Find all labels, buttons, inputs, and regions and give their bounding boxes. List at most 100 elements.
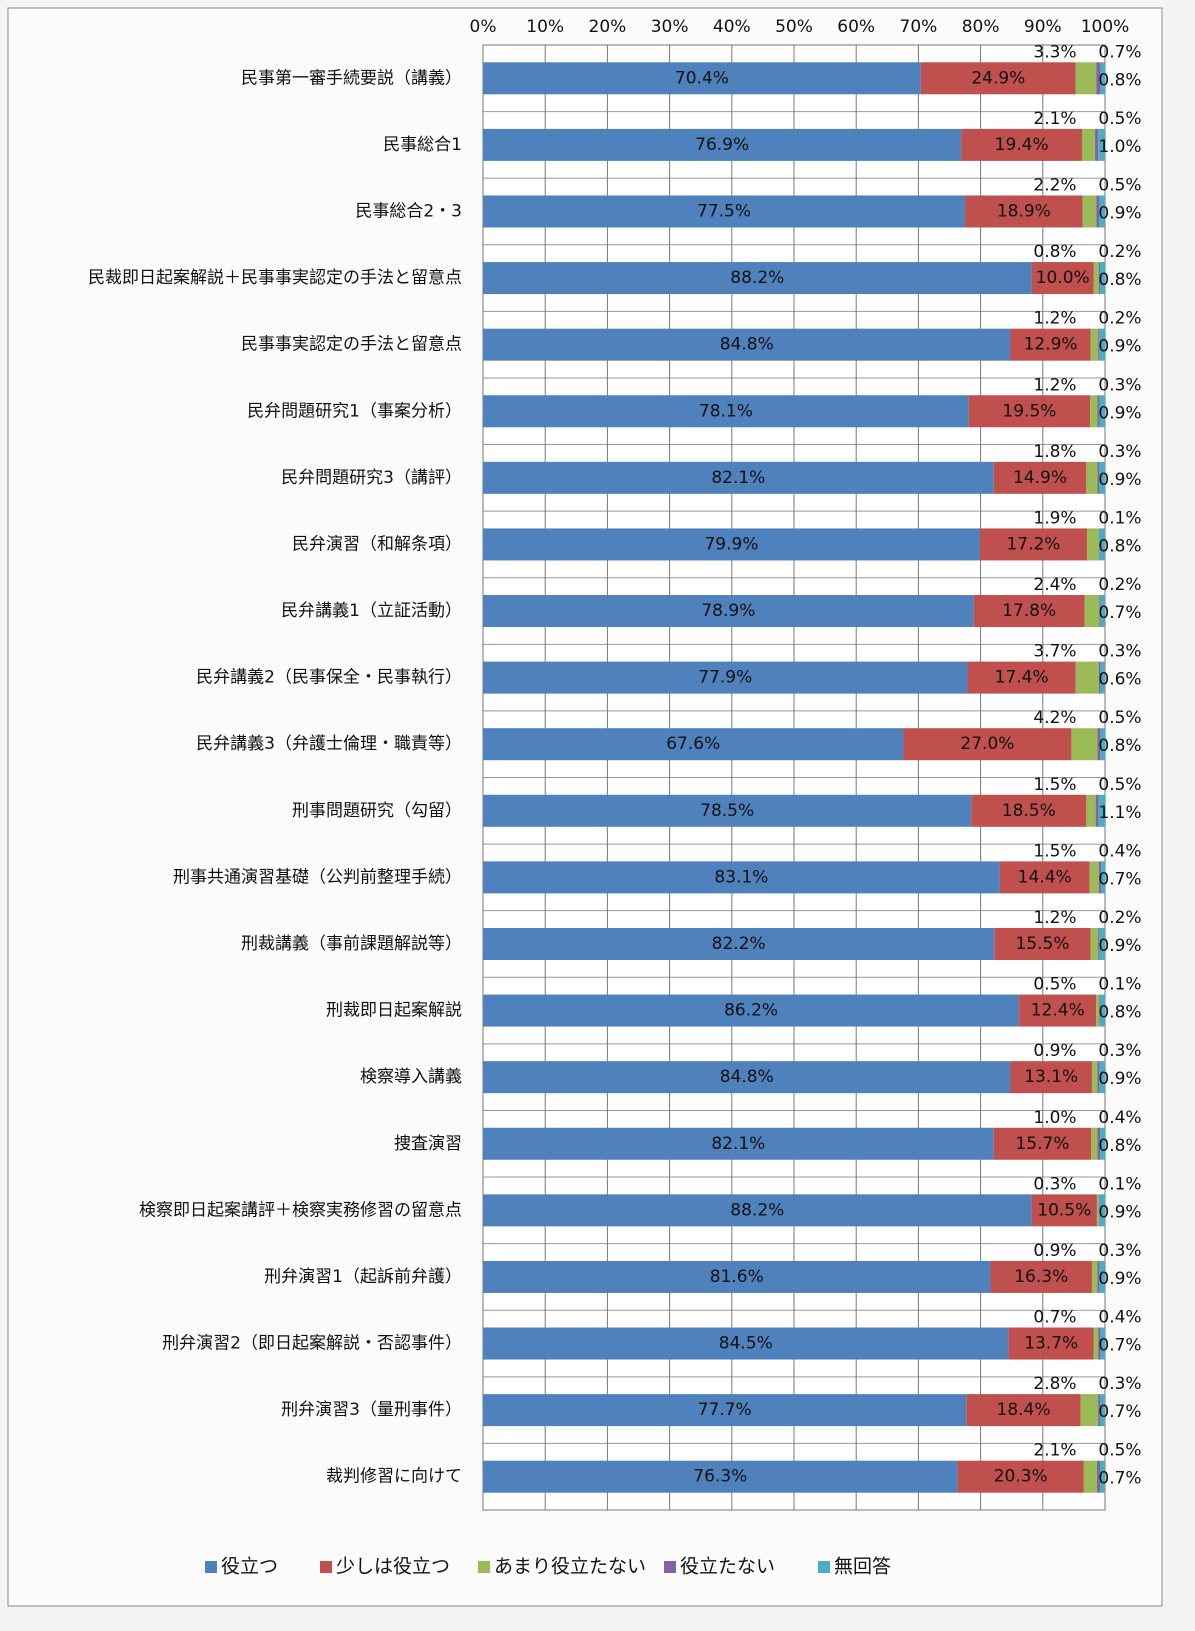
value-label: 0.8%: [1098, 736, 1141, 756]
category-label: 刑事共通演習基礎（公判前整理手続）: [173, 867, 462, 887]
category-label: 民裁即日起案解説＋民事事実認定の手法と留意点: [88, 268, 462, 288]
bar-segment: [1091, 1127, 1098, 1160]
bar-segment: [483, 1194, 1032, 1227]
bar-segment: [483, 262, 1032, 295]
value-label: 19.4%: [995, 135, 1049, 155]
value-label: 0.8%: [1098, 1003, 1141, 1023]
bar-segment: [1100, 595, 1105, 628]
bar-segment: [993, 1127, 1092, 1160]
bar-segment: [1010, 1061, 1092, 1094]
bar-segment: [1082, 195, 1097, 228]
bar-segment: [483, 1061, 1011, 1094]
category-label: 裁判修習に向けて: [326, 1467, 462, 1487]
bar-segment: [1099, 528, 1105, 561]
bar-segment: [903, 728, 1072, 761]
value-label: 0.8%: [1098, 70, 1141, 90]
bar-segment: [1071, 728, 1098, 761]
value-label: 76.9%: [695, 135, 749, 155]
bar-segment: [1096, 1460, 1101, 1493]
bar-segment: [1089, 861, 1099, 894]
value-label: 77.5%: [697, 201, 751, 221]
value-label: 0.5%: [1033, 975, 1076, 995]
category-label: 刑弁演習2（即日起案解説・否認事件）: [162, 1334, 462, 1354]
bar-segment: [1098, 661, 1101, 694]
bar-segment: [483, 1127, 994, 1160]
x-tick-label: 50%: [775, 17, 813, 37]
bar-segment: [966, 1394, 1081, 1427]
bar-segment: [1099, 1260, 1105, 1293]
value-label: 1.0%: [1033, 1108, 1076, 1128]
bar-segment: [1096, 1194, 1099, 1227]
value-label: 27.0%: [960, 734, 1014, 754]
value-label: 67.6%: [666, 734, 720, 754]
bar-segment: [957, 1460, 1084, 1493]
bar-segment: [1091, 1260, 1098, 1293]
category-label: 捜査演習: [394, 1134, 462, 1154]
value-label: 0.8%: [1098, 1136, 1141, 1156]
value-label: 0.5%: [1098, 175, 1141, 195]
bar-segment: [1100, 262, 1105, 295]
value-label: 16.3%: [1014, 1267, 1068, 1287]
bar-segment: [1086, 794, 1096, 827]
value-label: 0.3%: [1098, 642, 1141, 662]
bar-segment: [1099, 1194, 1105, 1227]
bar-segment: [1098, 794, 1106, 827]
category-label: 民弁演習（和解条項）: [292, 534, 462, 554]
value-label: 0.2%: [1098, 242, 1141, 262]
bar-segment: [1099, 328, 1105, 361]
bar-segment: [1083, 1460, 1097, 1493]
x-tick-label: 40%: [713, 17, 751, 37]
bar-segment: [1098, 328, 1100, 361]
bar-segment: [1075, 661, 1099, 694]
bar-segment: [1096, 994, 1100, 1027]
bar-segment: [1100, 1394, 1105, 1427]
bar-segment: [1100, 1460, 1105, 1493]
bar-segment: [1098, 1194, 1100, 1227]
x-tick-label: 30%: [651, 17, 689, 37]
bar-segment: [483, 395, 969, 428]
value-label: 77.7%: [698, 1400, 752, 1420]
bar-segment: [973, 595, 1085, 628]
value-label: 10.0%: [1036, 268, 1090, 288]
value-label: 0.9%: [1098, 403, 1141, 423]
value-label: 1.5%: [1033, 841, 1076, 861]
bar-segment: [1100, 1327, 1105, 1360]
bar-segment: [483, 994, 1020, 1027]
value-label: 81.6%: [710, 1267, 764, 1287]
value-label: 0.7%: [1098, 42, 1141, 62]
bar-segment: [483, 461, 994, 494]
value-label: 0.9%: [1098, 470, 1141, 490]
value-label: 0.5%: [1098, 1441, 1141, 1461]
bar-segment: [1099, 395, 1105, 428]
bar-segment: [1095, 128, 1099, 161]
bar-segment: [1099, 1061, 1105, 1094]
value-label: 0.4%: [1098, 841, 1141, 861]
bar-segment: [967, 661, 1076, 694]
bar-segment: [1008, 1327, 1094, 1360]
value-label: 14.4%: [1018, 867, 1072, 887]
bar-segment: [1097, 728, 1101, 761]
value-label: 76.3%: [693, 1467, 747, 1487]
bar-segment: [483, 1260, 991, 1293]
bar-segment: [483, 861, 1000, 894]
value-label: 0.2%: [1098, 908, 1141, 928]
bar-segment: [483, 728, 904, 761]
value-label: 2.1%: [1033, 1441, 1076, 1461]
value-label: 13.7%: [1024, 1334, 1078, 1354]
value-label: 1.2%: [1033, 309, 1076, 329]
value-label: 0.9%: [1098, 337, 1141, 357]
bar-segment: [483, 1460, 958, 1493]
value-label: 0.3%: [1098, 1374, 1141, 1394]
value-label: 88.2%: [730, 268, 784, 288]
category-label: 民事第一審手続要説（講義）: [241, 68, 462, 88]
value-label: 0.9%: [1033, 1041, 1076, 1061]
bar-segment: [1031, 1194, 1097, 1227]
legend-label: 少しは役立つ: [336, 1556, 450, 1578]
value-label: 2.4%: [1033, 575, 1076, 595]
bar-segment: [1095, 794, 1099, 827]
value-label: 0.7%: [1033, 1308, 1076, 1328]
bar-segment: [1098, 262, 1101, 295]
value-label: 0.1%: [1098, 508, 1141, 528]
bar-segment: [1099, 927, 1105, 960]
value-label: 0.7%: [1098, 1336, 1141, 1356]
